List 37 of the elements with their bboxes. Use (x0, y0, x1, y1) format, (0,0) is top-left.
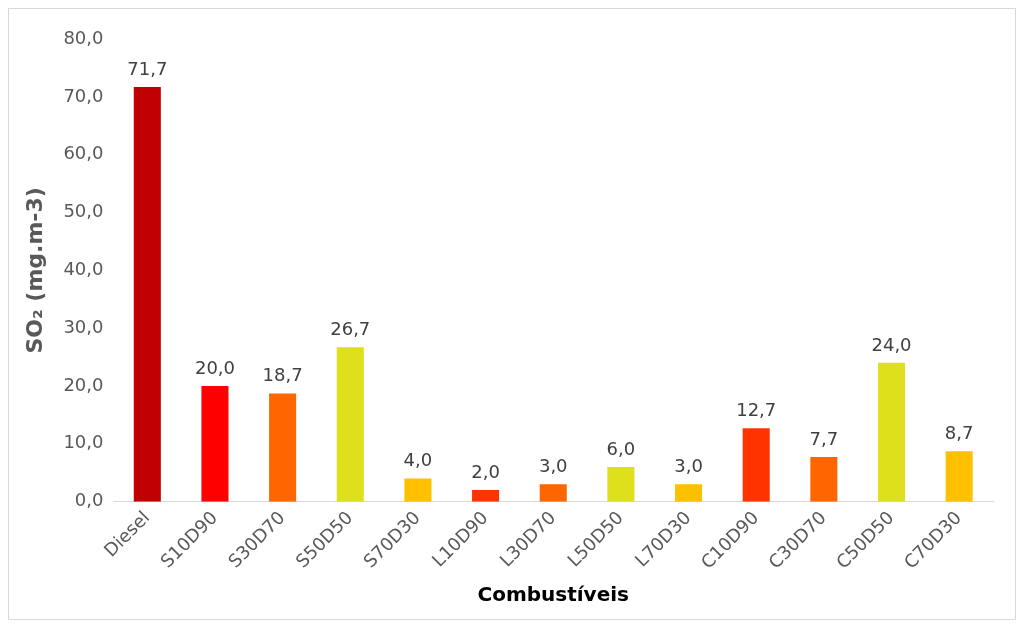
data-label: 7,7 (809, 427, 839, 449)
bar (607, 466, 635, 502)
y-tick-label: 10,0 (63, 431, 104, 453)
x-axis-title: Combustíveis (477, 582, 629, 607)
y-tick-label: 80,0 (63, 26, 104, 48)
data-label: 71,7 (127, 57, 168, 79)
data-label: 8,7 (944, 422, 974, 444)
bar (336, 347, 364, 502)
bar (133, 87, 161, 502)
bar (404, 478, 432, 502)
data-label: 2,0 (471, 460, 500, 482)
y-tick-label: 50,0 (63, 200, 104, 222)
bar (810, 457, 838, 502)
bar (675, 484, 703, 502)
data-label: 24,0 (871, 333, 912, 355)
data-label: 20,0 (194, 356, 235, 378)
bar (539, 484, 567, 502)
bar (269, 393, 297, 502)
data-label: 18,7 (262, 364, 303, 386)
data-label: 26,7 (330, 317, 371, 339)
bar (877, 362, 906, 502)
bar (742, 428, 770, 502)
y-tick-label: 60,0 (63, 142, 104, 164)
data-label: 3,0 (674, 454, 703, 476)
bar (201, 385, 229, 502)
bar (472, 490, 500, 502)
y-tick-label: 70,0 (63, 84, 104, 106)
bar (945, 451, 973, 502)
y-tick-label: 20,0 (63, 373, 104, 395)
data-label: 6,0 (606, 437, 636, 459)
data-label: 12,7 (736, 398, 777, 420)
y-tick-label: 0,0 (74, 489, 104, 511)
y-tick-label: 30,0 (63, 315, 104, 337)
y-tick-label: 40,0 (63, 258, 104, 279)
y-axis-title: SO₂ (mg.m-3) (21, 187, 47, 354)
data-label: 3,0 (538, 454, 568, 476)
data-label: 4,0 (403, 449, 433, 471)
